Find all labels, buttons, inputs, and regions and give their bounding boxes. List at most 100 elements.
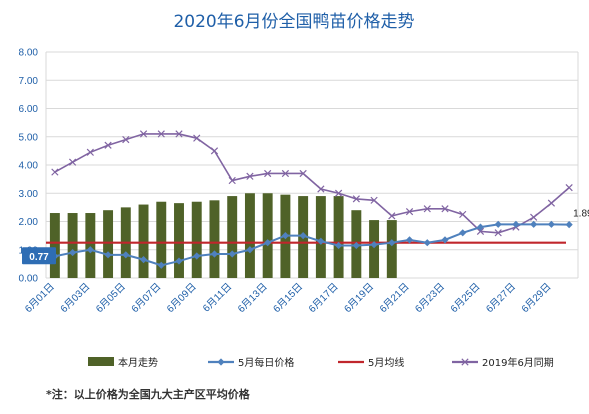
bar-this-month [244,193,255,278]
point-may-daily [512,220,520,228]
bar-this-month [156,201,167,278]
line-may-daily [54,223,570,267]
point-may-daily [69,248,77,257]
x-tick-label: 6月27日 [484,281,518,315]
y-tick-label: 6.00 [19,104,39,115]
point-2019-june [104,141,112,149]
point-may-daily [86,246,94,254]
point-may-daily [139,256,148,264]
x-tick-label: 6月25日 [448,281,482,315]
point-2019-june [494,229,502,237]
x-tick-label: 6月19日 [342,281,376,315]
point-2019-june [459,210,467,219]
point-2019-june [530,213,538,221]
point-2019-june [370,196,378,204]
point-2019-june [388,212,396,220]
y-tick-label: 0.00 [19,274,39,285]
point-may-daily [246,246,254,254]
point-2019-june [565,183,573,192]
point-may-daily [317,237,325,245]
bar-this-month [85,213,96,278]
point-may-daily [459,229,467,237]
y-tick-label: 3.00 [19,189,39,200]
point-may-daily [423,239,431,247]
y-tick-label: 4.00 [19,161,39,172]
point-may-daily [210,250,219,258]
bar-this-month [49,213,60,278]
point-may-daily [335,241,343,250]
point-2019-june [157,130,165,138]
x-tick-label: 6月07日 [129,281,163,315]
x-tick-label: 6月13日 [235,281,269,315]
y-tick-label: 8.00 [19,48,39,59]
legend-marker [461,358,469,366]
bar-this-month [369,220,380,278]
point-may-daily [405,236,414,244]
point-may-daily [352,241,360,250]
y-tick-label: 2.00 [19,217,39,228]
legend-swatch [88,357,114,366]
point-may-daily [530,220,538,228]
point-may-daily [565,221,573,229]
point-2019-june [299,169,307,178]
point-2019-june [264,169,272,178]
x-tick-label: 6月09日 [164,281,198,315]
x-tick-label: 6月21日 [377,281,411,315]
legend-marker [217,358,225,366]
point-may-daily [441,236,449,244]
bar-this-month [262,193,273,278]
point-2019-june [281,169,290,178]
data-label: 1.89 [573,209,589,220]
point-2019-june [547,199,556,207]
bar-this-month [191,201,202,278]
x-tick-label: 6月17日 [306,281,340,315]
point-2019-june [246,172,254,180]
point-may-daily [494,220,502,228]
point-2019-june [334,189,343,197]
x-tick-label: 6月11日 [200,281,234,315]
footnote: *注：以上价格为全国九大主产区平均价格 [46,387,251,401]
bar-this-month [103,210,114,278]
point-2019-june [139,130,148,138]
point-may-daily [264,239,272,247]
legend-label: 5月每日价格 [238,356,294,369]
point-2019-june [441,205,449,213]
data-label-box [22,247,56,265]
x-tick-label: 6月03日 [58,281,92,315]
data-label: 0.77 [29,252,49,263]
x-tick-label: 6月05日 [93,281,127,315]
point-may-daily [122,251,130,259]
x-tick-label: 6月15日 [271,281,305,315]
line-2019-june [54,133,570,234]
point-2019-june [352,195,360,203]
point-2019-june [317,185,325,193]
bar-this-month [386,220,397,278]
point-may-daily [175,257,183,265]
point-2019-june [122,135,130,144]
point-2019-june [86,148,94,156]
x-tick-label: 6月29日 [519,281,553,315]
bar-this-month [67,213,78,278]
point-may-daily [193,252,201,260]
point-may-daily [104,251,112,259]
bar-this-month [174,203,184,278]
point-2019-june [175,130,183,138]
point-2019-june [476,227,485,236]
point-2019-june [193,134,201,142]
point-may-daily [388,239,396,247]
y-tick-label: 5.00 [19,132,39,143]
point-may-daily [157,261,165,269]
x-tick-label: 6月23日 [413,281,447,315]
bar-this-month [138,204,149,278]
bar-this-month [315,196,326,278]
point-may-daily [476,223,485,231]
point-2019-june [423,205,431,213]
point-may-daily [370,241,378,249]
bar-this-month [209,200,220,278]
bar-this-month [333,196,344,278]
point-may-daily [228,250,236,258]
point-2019-june [68,158,77,166]
point-2019-june [51,168,59,176]
